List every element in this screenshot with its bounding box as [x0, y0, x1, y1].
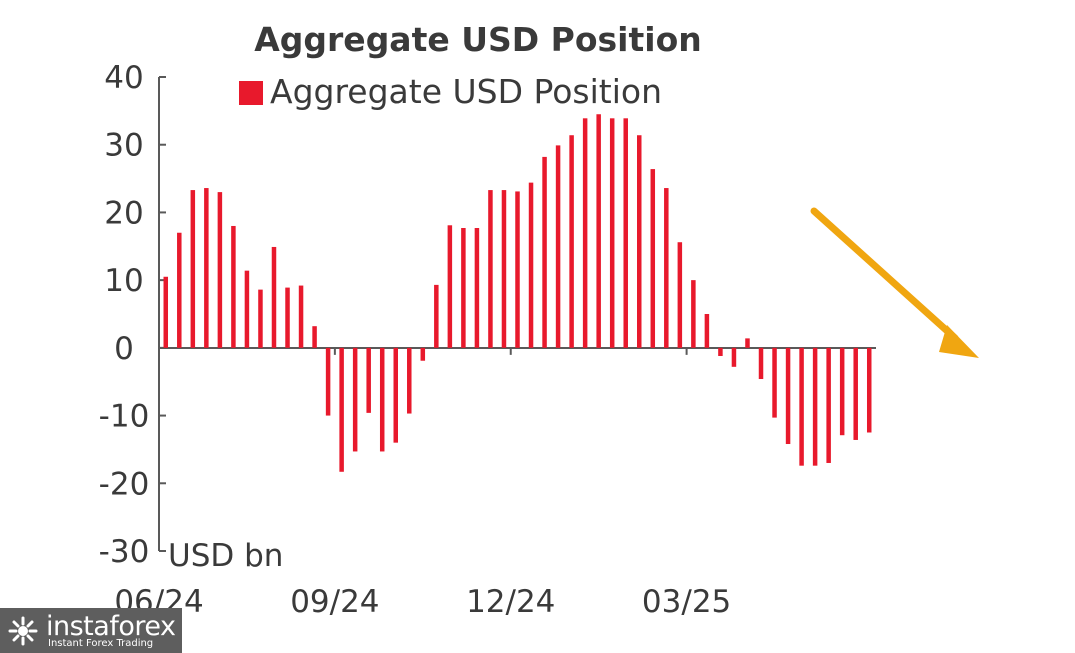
x-tick-label: 12/24 [466, 584, 555, 620]
bar [258, 289, 263, 348]
x-ticks: 06/24 09/24 12/24 03/25 [114, 347, 731, 620]
instaforex-logo-icon [8, 616, 38, 646]
bar [379, 347, 385, 452]
bar [718, 347, 723, 356]
bar [758, 347, 764, 380]
watermark: instaforex Instant Forex Trading [0, 608, 182, 653]
bar [515, 191, 520, 348]
bar [434, 284, 439, 348]
bar [177, 232, 182, 348]
bar [704, 314, 710, 348]
y-tick-label: 0 [114, 331, 134, 367]
bar [217, 192, 223, 348]
bar [731, 347, 737, 367]
bar [745, 338, 750, 348]
bar [528, 182, 534, 348]
bar [501, 190, 507, 348]
bar [298, 285, 304, 348]
bar [488, 190, 493, 348]
bar [285, 287, 290, 348]
bar [839, 347, 845, 436]
y-tick-label: 20 [104, 195, 143, 231]
bar [393, 347, 398, 443]
bar [420, 347, 426, 361]
bar [853, 347, 858, 440]
x-tick-label: 09/24 [290, 584, 379, 620]
trend-arrow [810, 207, 979, 358]
watermark-brand: instaforex [46, 611, 176, 642]
y-ticks: 40 30 20 10 0 -10 -20 -30 [99, 60, 166, 570]
bar [204, 188, 209, 348]
legend-swatch [239, 81, 263, 105]
bar [366, 347, 371, 413]
bar [799, 347, 804, 466]
bar [461, 228, 466, 348]
bar [190, 190, 196, 348]
bar [596, 114, 601, 348]
bar [231, 225, 236, 348]
bar [623, 118, 628, 348]
bar [474, 228, 480, 348]
bar [637, 135, 642, 348]
y-tick-label: -10 [99, 399, 150, 435]
bar [691, 280, 696, 348]
bar [325, 347, 331, 416]
y-axis-unit-label: USD bn [168, 538, 283, 574]
bar [407, 347, 412, 414]
legend: Aggregate USD Position [239, 72, 662, 111]
bar [542, 156, 547, 348]
bar [569, 135, 574, 348]
bar [785, 347, 791, 445]
bar [555, 145, 561, 348]
bars [163, 114, 872, 472]
bar [447, 225, 453, 348]
bar [664, 188, 669, 348]
legend-label: Aggregate USD Position [270, 72, 662, 111]
bar [339, 347, 344, 472]
bar [582, 118, 588, 348]
bar [352, 347, 358, 452]
bar [812, 347, 818, 466]
bar [677, 242, 683, 348]
y-tick-label: 40 [104, 60, 143, 96]
bar [772, 347, 777, 418]
trend-arrow-head [939, 325, 979, 358]
y-tick-label: -30 [99, 534, 150, 570]
bar [826, 347, 831, 463]
bar [650, 169, 656, 348]
trend-arrow-shaft [810, 207, 959, 342]
chart-title: Aggregate USD Position [254, 20, 701, 59]
bar [866, 347, 872, 433]
watermark-tagline: Instant Forex Trading [48, 638, 154, 649]
y-tick-label: -20 [99, 466, 150, 502]
bar [163, 276, 169, 348]
bar [312, 326, 317, 348]
y-tick-label: 30 [104, 128, 143, 164]
x-tick-label: 03/25 [642, 584, 731, 620]
bar [271, 246, 277, 348]
bar [609, 118, 615, 348]
y-tick-label: 10 [104, 263, 143, 299]
bar [244, 270, 250, 348]
